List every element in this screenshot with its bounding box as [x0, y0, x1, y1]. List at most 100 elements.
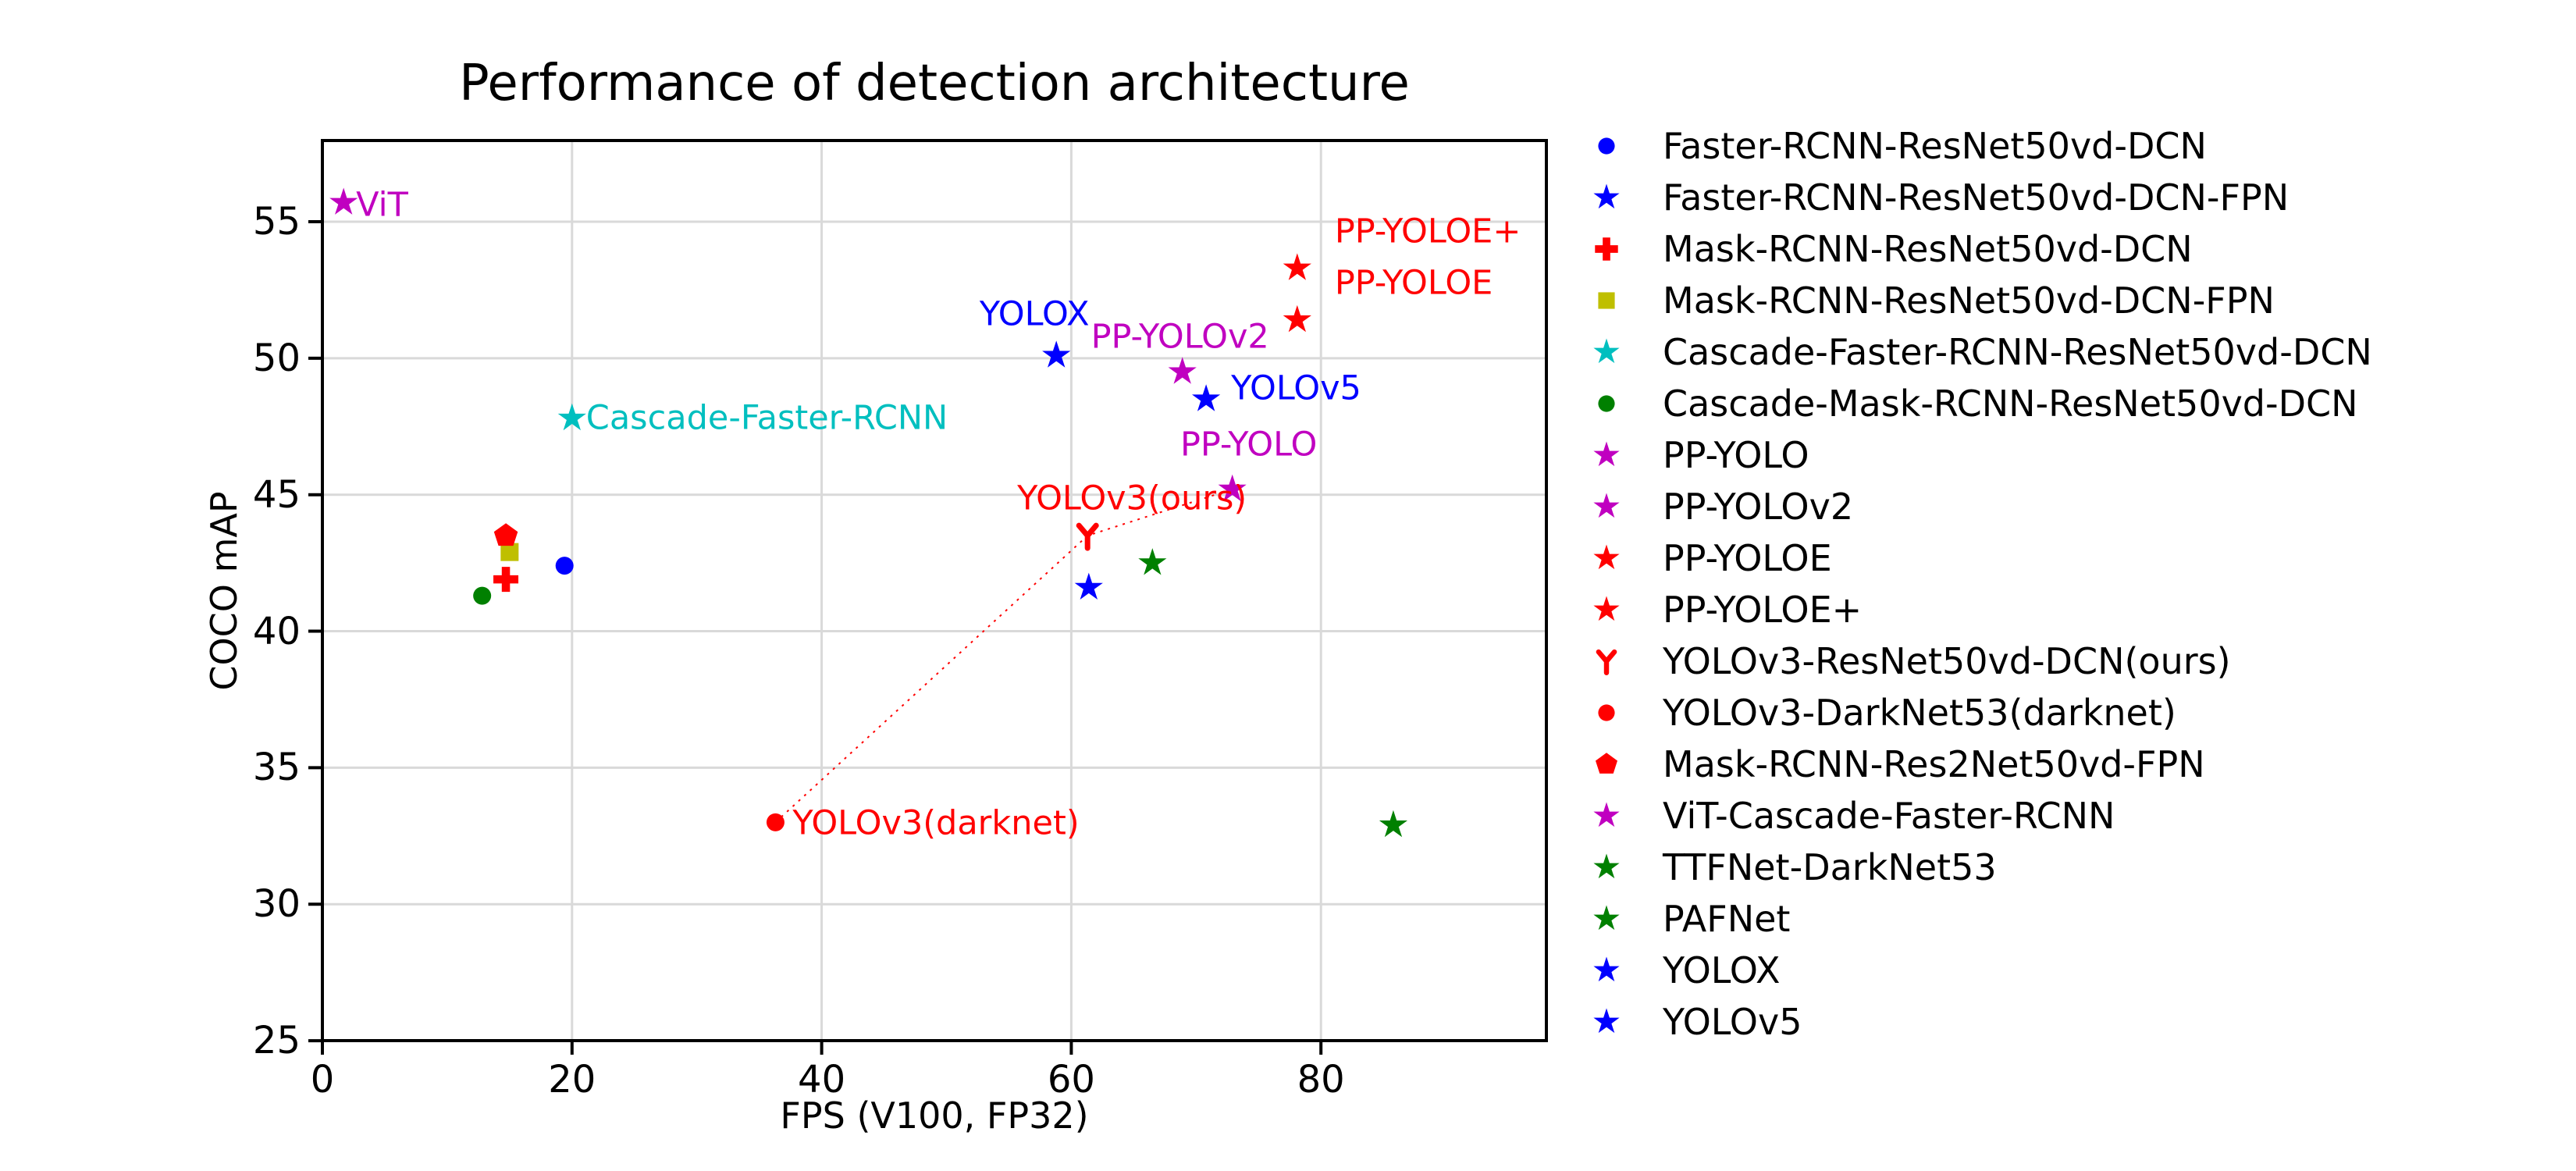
legend-row: Faster-RCNN-ResNet50vd-DCN-FPN: [1585, 172, 2372, 223]
circle-marker-icon: [555, 557, 574, 575]
scatter-point: [473, 586, 492, 605]
legend-marker-icon: [1593, 183, 1620, 209]
legend-marker-cell: [1585, 176, 1628, 219]
Y-marker-icon: [1596, 649, 1617, 675]
circle-marker-icon: [1598, 704, 1615, 721]
legend-label: PP-YOLO: [1663, 434, 1809, 476]
star-marker-icon: [1593, 544, 1620, 570]
legend-marker-icon: [1593, 802, 1620, 828]
legend-marker-cell: [1585, 330, 1628, 374]
legend-marker-cell: [1585, 845, 1628, 889]
x-tick-label: 20: [548, 1058, 596, 1102]
star-marker-icon: [1593, 802, 1620, 828]
scatter-point: [1192, 384, 1221, 411]
x-tick-label: 40: [798, 1058, 846, 1102]
legend-marker-icon: [1593, 493, 1620, 518]
scatter-point: [1074, 572, 1103, 600]
star-marker-icon: [1593, 338, 1620, 364]
legend-label: Mask-RCNN-ResNet50vd-DCN-FPN: [1663, 279, 2275, 322]
y-tick-label: 30: [252, 882, 301, 927]
legend-label: PP-YOLOE: [1663, 537, 1832, 579]
legend-marker-cell: [1585, 1000, 1628, 1044]
legend-marker-icon: [1593, 441, 1620, 467]
circle-marker-icon: [1598, 395, 1615, 412]
legend-label: Cascade-Mask-RCNN-ResNet50vd-DCN: [1663, 383, 2358, 425]
legend-marker-icon: [1593, 596, 1620, 621]
star-marker-icon: [1593, 1008, 1620, 1034]
legend-marker-icon: [1598, 292, 1615, 309]
legend-marker-cell: [1585, 897, 1628, 941]
legend-label: PAFNet: [1663, 898, 1791, 940]
axis-ticks: [308, 220, 1323, 1055]
annotation-label: YOLOX: [979, 294, 1090, 334]
legend-marker-icon: [1593, 1008, 1620, 1034]
scatter-point: [500, 543, 519, 561]
x-tick-label: 80: [1297, 1058, 1345, 1102]
scatter-point: [1042, 340, 1071, 368]
legend-row: YOLOv3-ResNet50vd-DCN(ours): [1585, 635, 2372, 687]
y-tick-label: 40: [252, 609, 301, 653]
circle-marker-icon: [473, 586, 492, 605]
annotation-label: PP-YOLOv2: [1091, 317, 1269, 357]
scatter-point: [1283, 253, 1311, 280]
star-marker-icon: [1593, 905, 1620, 931]
legend-marker-icon: [1596, 753, 1617, 774]
legend-row: PP-YOLOv2: [1585, 481, 2372, 532]
star-marker-icon: [1593, 956, 1620, 982]
annotation-label: YOLOv3(ours): [1017, 479, 1247, 518]
legend-marker-cell: [1585, 536, 1628, 580]
scatter-point: [1138, 548, 1167, 575]
legend-row: ViT-Cascade-Faster-RCNN: [1585, 790, 2372, 842]
star-marker-icon: [557, 403, 586, 431]
star-marker-icon: [1138, 548, 1167, 575]
legend-marker-icon: [1593, 544, 1620, 570]
legend-marker-icon: [1593, 853, 1620, 879]
star-marker-icon: [1042, 340, 1071, 368]
y-tick-label: 35: [252, 746, 301, 790]
legend-marker-icon: [1598, 704, 1615, 721]
scatter-point: [493, 523, 518, 546]
legend-label: YOLOv5: [1663, 1001, 1802, 1043]
x-tick-label: 60: [1047, 1058, 1095, 1102]
legend-marker-cell: [1585, 949, 1628, 992]
legend-marker-icon: [1593, 956, 1620, 982]
legend-marker-icon: [1598, 137, 1615, 155]
y-tick-label: 45: [252, 472, 301, 517]
y-tick-label: 50: [252, 336, 301, 380]
legend-marker-icon: [1598, 395, 1615, 412]
star-marker-icon: [1593, 596, 1620, 621]
legend-label: PP-YOLOE+: [1663, 589, 1863, 631]
square-marker-icon: [500, 543, 519, 561]
legend-label: ViT-Cascade-Faster-RCNN: [1663, 795, 2115, 837]
annotation-label: PP-YOLOE+: [1334, 212, 1521, 251]
legend-row: PP-YOLO: [1585, 429, 2372, 481]
chart-title: Performance of detection architecture: [459, 55, 1410, 112]
gridlines: [322, 141, 1546, 1041]
circle-marker-icon: [1598, 137, 1615, 155]
legend-row: Cascade-Faster-RCNN-ResNet50vd-DCN: [1585, 326, 2372, 378]
y-tick-label: 25: [252, 1019, 301, 1063]
legend-marker-cell: [1585, 794, 1628, 838]
legend-marker-icon: [1595, 237, 1618, 261]
scatter-point: [1076, 522, 1099, 551]
legend-label: YOLOX: [1663, 949, 1781, 991]
plus-marker-icon: [1595, 237, 1618, 261]
plus-marker-icon: [493, 567, 519, 593]
legend-row: TTFNet-DarkNet53: [1585, 842, 2372, 893]
legend-label: Mask-RCNN-Res2Net50vd-FPN: [1663, 743, 2205, 785]
legend-label: PP-YOLOv2: [1663, 486, 1854, 528]
legend-marker-cell: [1585, 691, 1628, 735]
annotation-label: PP-YOLO: [1179, 425, 1318, 464]
star-marker-icon: [1283, 304, 1311, 333]
annotation-label: YOLOv5: [1231, 368, 1361, 408]
legend-row: YOLOv5: [1585, 996, 2372, 1048]
legend-row: Faster-RCNN-ResNet50vd-DCN: [1585, 120, 2372, 172]
y-axis-label: COCO mAP: [203, 491, 245, 691]
legend-label: TTFNet-DarkNet53: [1663, 846, 1997, 888]
star-marker-icon: [1593, 183, 1620, 209]
legend-row: Mask-RCNN-Res2Net50vd-FPN: [1585, 739, 2372, 790]
legend-marker-cell: [1585, 485, 1628, 529]
legend-label: Cascade-Faster-RCNN-ResNet50vd-DCN: [1663, 331, 2372, 373]
